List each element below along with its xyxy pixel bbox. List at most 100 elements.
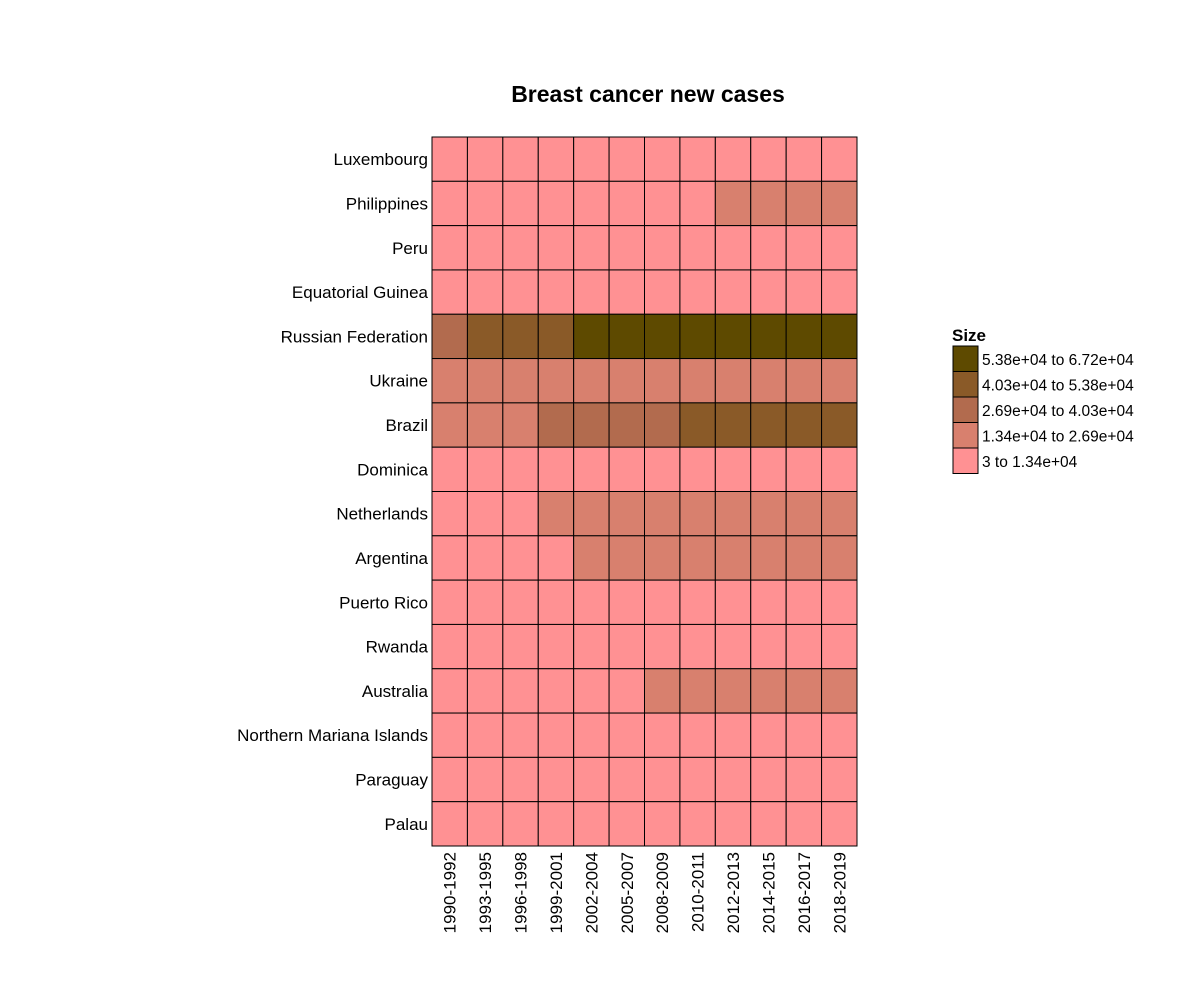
heatmap-cell (608, 579, 646, 625)
y-tick-label: Dominica (357, 460, 428, 479)
heatmap-cell (679, 712, 716, 758)
heatmap-cell (466, 579, 504, 625)
y-tick-label: Palau (385, 815, 428, 834)
heatmap-cell (431, 579, 468, 625)
heatmap-cell (679, 491, 716, 537)
heatmap-cell (644, 136, 681, 182)
y-tick-label: Rwanda (366, 638, 429, 657)
x-tick-label: 1996-1998 (512, 852, 531, 933)
heatmap-cell (821, 712, 858, 758)
heatmap-cell (608, 136, 646, 182)
heatmap-cell (750, 313, 787, 360)
heatmap-cell (466, 358, 504, 404)
y-tick-label: Equatorial Guinea (292, 283, 429, 302)
heatmap-cell (608, 491, 646, 537)
heatmap-cell (785, 446, 823, 493)
heatmap-cell (608, 313, 646, 360)
heatmap-cell (608, 535, 646, 581)
legend-swatch (952, 396, 979, 423)
heatmap-cell (537, 269, 575, 315)
heatmap-cells (431, 136, 858, 847)
heatmap-cell (573, 491, 610, 537)
y-tick-label: Brazil (385, 416, 428, 435)
heatmap-cell (821, 136, 858, 182)
heatmap-cell (750, 402, 787, 448)
y-tick-label: Ukraine (369, 372, 428, 391)
heatmap-cell (537, 180, 575, 227)
heatmap-cell (679, 136, 716, 182)
heatmap-cell (431, 402, 468, 448)
heatmap-cell (502, 491, 539, 537)
heatmap-cell (644, 491, 681, 537)
heatmap-cell (466, 801, 504, 847)
heatmap-cell (431, 535, 468, 581)
heatmap-cell (785, 535, 823, 581)
heatmap-cell (750, 225, 787, 271)
heatmap-cell (573, 801, 610, 847)
heatmap-cell (431, 269, 468, 315)
heatmap-cell (608, 402, 646, 448)
heatmap-cell (537, 136, 575, 182)
heatmap-cell (644, 225, 681, 271)
heatmap-cell (644, 623, 681, 670)
y-tick-label: Philippines (346, 194, 428, 213)
heatmap-cell (714, 269, 752, 315)
x-tick-label: 2002-2004 (582, 852, 601, 933)
heatmap-cell (431, 756, 468, 803)
heatmap-cell (573, 269, 610, 315)
heatmap-cell (750, 535, 787, 581)
heatmap-cell (537, 712, 575, 758)
heatmap-cell (679, 801, 716, 847)
heatmap-cell (573, 313, 610, 360)
heatmap-cell (431, 225, 468, 271)
heatmap-cell (466, 668, 504, 714)
heatmap-cell (679, 446, 716, 493)
heatmap-cell (537, 225, 575, 271)
heatmap-cell (750, 801, 787, 847)
x-tick-label: 2008-2009 (653, 852, 672, 933)
heatmap-cell (785, 579, 823, 625)
legend: Size 5.38e+04 to 6.72e+04 4.03e+04 to 5.3… (952, 326, 1134, 474)
heatmap-cell (785, 358, 823, 404)
heatmap-cell (431, 668, 468, 714)
heatmap-cell (431, 136, 468, 182)
heatmap-cell (821, 446, 858, 493)
heatmap-cell (466, 712, 504, 758)
legend-label: 3 to 1.34e+04 (982, 454, 1078, 471)
heatmap-cell (644, 535, 681, 581)
heatmap-cell (785, 668, 823, 714)
heatmap-cell (608, 180, 646, 227)
heatmap-cell (573, 402, 610, 448)
heatmap-cell (821, 269, 858, 315)
heatmap-cell (466, 446, 504, 493)
heatmap-cell (821, 801, 858, 847)
heatmap-cell (679, 225, 716, 271)
x-tick-label: 2005-2007 (618, 852, 637, 933)
heatmap-cell (644, 579, 681, 625)
heatmap-cell (714, 756, 752, 803)
heatmap-cell (644, 712, 681, 758)
heatmap-cell (714, 801, 752, 847)
heatmap-cell (714, 579, 752, 625)
heatmap-cell (537, 313, 575, 360)
heatmap-cell (537, 623, 575, 670)
heatmap-cell (644, 446, 681, 493)
heatmap-cell (821, 668, 858, 714)
x-tick-label: 1999-2001 (547, 852, 566, 933)
legend-label: 2.69e+04 to 4.03e+04 (982, 403, 1134, 420)
heatmap-cell (573, 756, 610, 803)
heatmap-cell (785, 225, 823, 271)
y-tick-label: Australia (362, 682, 429, 701)
heatmap-cell (608, 269, 646, 315)
heatmap-cell (573, 358, 610, 404)
y-tick-label: Luxembourg (333, 150, 428, 169)
legend-label: 4.03e+04 to 5.38e+04 (982, 377, 1134, 394)
legend-label: 5.38e+04 to 6.72e+04 (982, 352, 1134, 369)
heatmap-cell (502, 801, 539, 847)
legend-swatch (952, 345, 979, 372)
heatmap-cell (750, 269, 787, 315)
heatmap-cell (502, 180, 539, 227)
heatmap-cell (573, 712, 610, 758)
heatmap-cell (679, 623, 716, 670)
heatmap-cell (466, 180, 504, 227)
